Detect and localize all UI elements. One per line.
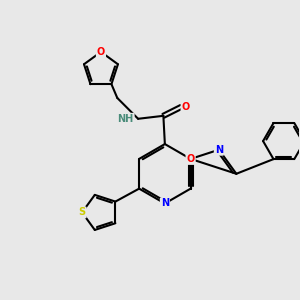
Text: NH: NH xyxy=(117,114,134,124)
Text: N: N xyxy=(215,145,223,155)
Text: S: S xyxy=(79,207,86,218)
Text: N: N xyxy=(161,199,169,208)
Text: O: O xyxy=(182,102,190,112)
Text: O: O xyxy=(97,47,105,57)
Text: O: O xyxy=(187,154,195,164)
